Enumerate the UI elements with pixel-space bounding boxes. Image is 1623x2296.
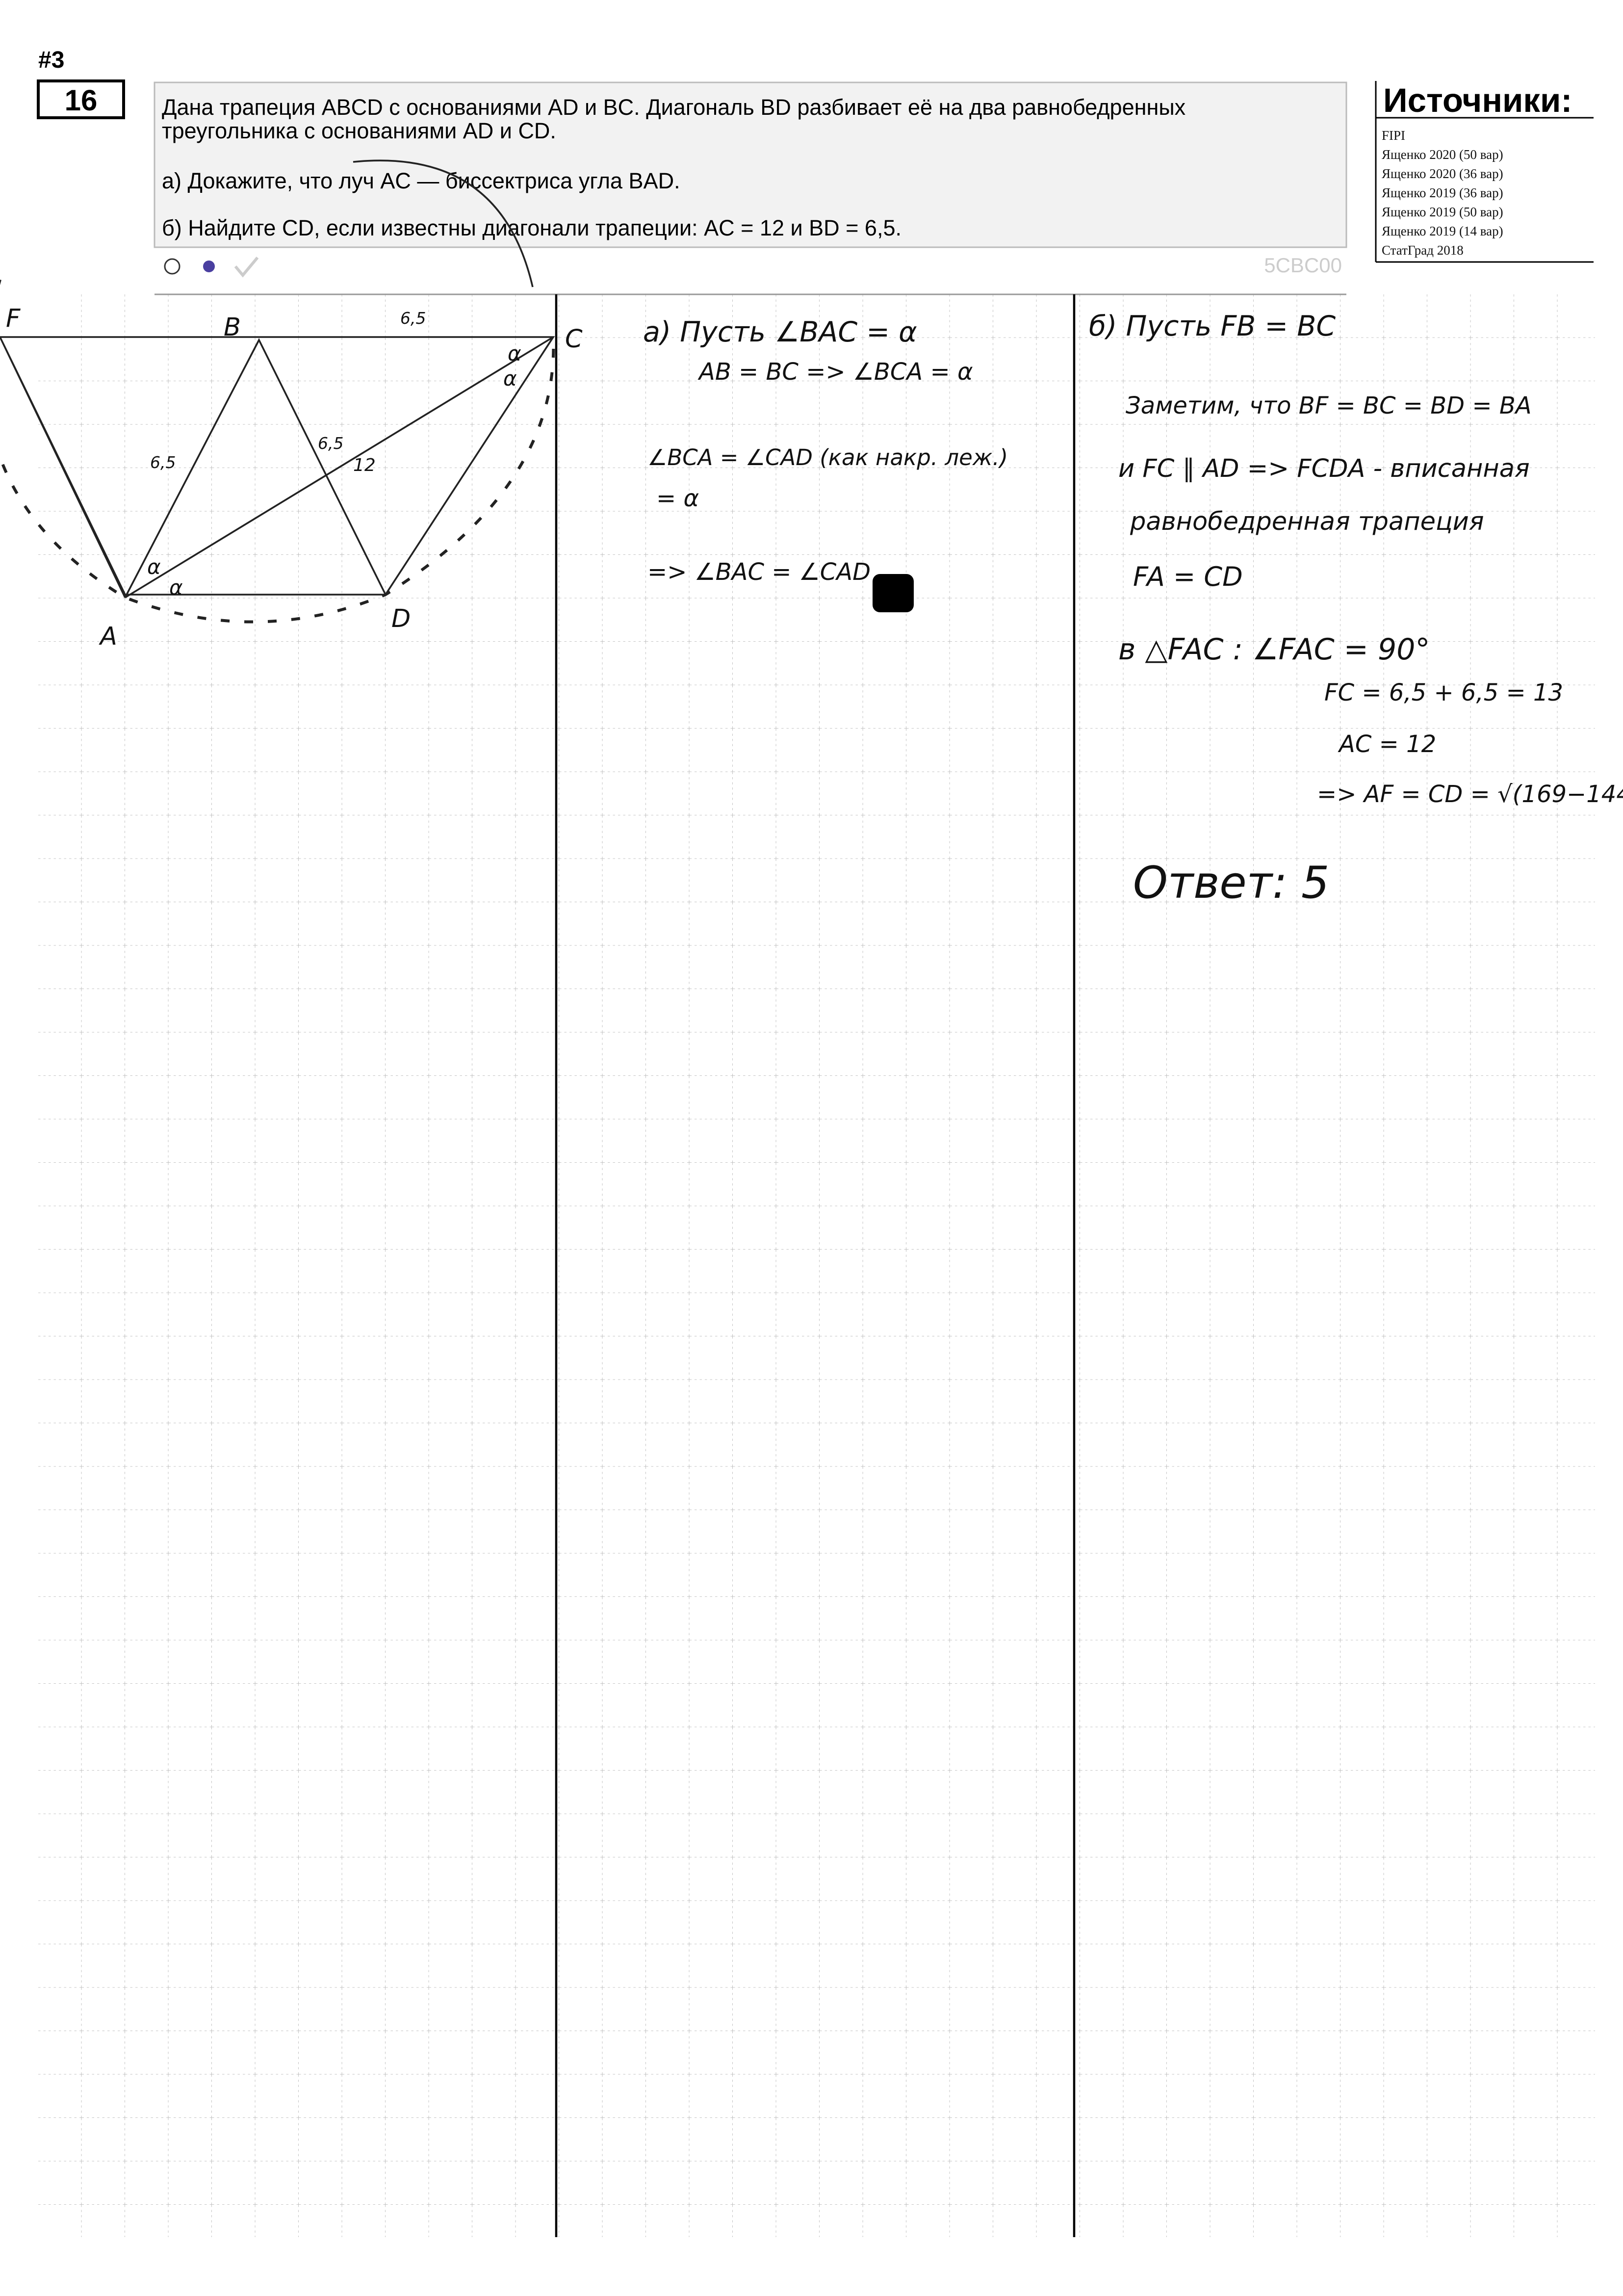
point-label: C xyxy=(565,325,583,354)
point-label: B xyxy=(224,313,241,342)
segment-label: 6,5 xyxy=(150,453,176,472)
segment-label: 6,5 xyxy=(318,434,343,453)
problem-part: б) Найдите CD, если известны диагонали т… xyxy=(162,215,902,240)
solution-line: б) Пусть FB = BC xyxy=(1089,310,1336,342)
angle-label: α xyxy=(508,341,521,365)
solution-line: FA = CD xyxy=(1133,561,1243,592)
source-item: Ященко 2020 (36 вар) xyxy=(1382,166,1503,181)
task-number: 16 xyxy=(65,84,98,117)
end-mark xyxy=(873,574,914,612)
solution-line: Заметим, что BF = BC = BD = BA xyxy=(1126,392,1532,419)
angle-label: α xyxy=(169,575,183,600)
angle-label: α xyxy=(147,555,161,579)
point-label: A xyxy=(99,622,117,651)
point-label: F xyxy=(6,304,21,333)
segment-label: 12 xyxy=(353,455,376,475)
pointer-arrow xyxy=(353,159,534,287)
problem-text: Дана трапеция ABCD с основаниями AD и BC… xyxy=(162,95,1186,120)
angle-label: α xyxy=(503,366,517,391)
source-item: Ященко 2019 (50 вар) xyxy=(1382,205,1503,219)
circumcircle xyxy=(0,280,555,624)
solution-line: а) Пусть ∠BAC = α xyxy=(643,316,917,348)
solution-line: AC = 12 xyxy=(1338,731,1436,758)
sources-title: Источники: xyxy=(1383,81,1572,119)
problem-box xyxy=(154,81,1347,248)
solution-line: => ∠BAC = ∠CAD xyxy=(647,558,871,586)
solution-line: = α xyxy=(656,485,699,512)
point-label: D xyxy=(391,604,411,633)
hand-icon[interactable] xyxy=(164,258,180,275)
solution-line: ∠BCA = ∠CAD (как накр. леж.) xyxy=(647,444,1008,470)
solution-line: и FC ∥ AD => FCDA - вписанная xyxy=(1118,454,1530,483)
source-item: FIPI xyxy=(1382,128,1405,143)
source-item: Ященко 2019 (36 вар) xyxy=(1382,185,1503,200)
source-item: Ященко 2019 (14 вар) xyxy=(1382,224,1503,238)
check-icon[interactable] xyxy=(234,257,259,278)
solution-line: AB = BC => ∠BCA = α xyxy=(697,358,973,386)
answer: Ответ: 5 xyxy=(1133,857,1329,909)
segment-label: 6,5 xyxy=(400,309,426,328)
solution-line: FC = 6,5 + 6,5 = 13 xyxy=(1324,679,1563,706)
grid xyxy=(38,294,1595,2237)
eye-icon[interactable] xyxy=(203,261,215,272)
solution-line: => AF = CD = √(169−144) = 5 xyxy=(1317,781,1623,808)
task-box xyxy=(37,79,125,119)
page-number: #3 xyxy=(38,47,64,73)
source-item: СтатГрад 2018 xyxy=(1382,243,1464,258)
solution-line: равнобедренная трапеция xyxy=(1130,507,1484,536)
source-item: Ященко 2020 (50 вар) xyxy=(1382,147,1503,162)
diagram xyxy=(0,159,555,624)
solution-line: в △FAC : ∠FAC = 90° xyxy=(1118,632,1430,667)
problem-id: 5CBC00 xyxy=(1264,254,1342,277)
problem-text: треугольника с основаниями AD и CD. xyxy=(162,118,556,143)
problem-part: а) Докажите, что луч AC — биссектриса уг… xyxy=(162,168,680,193)
